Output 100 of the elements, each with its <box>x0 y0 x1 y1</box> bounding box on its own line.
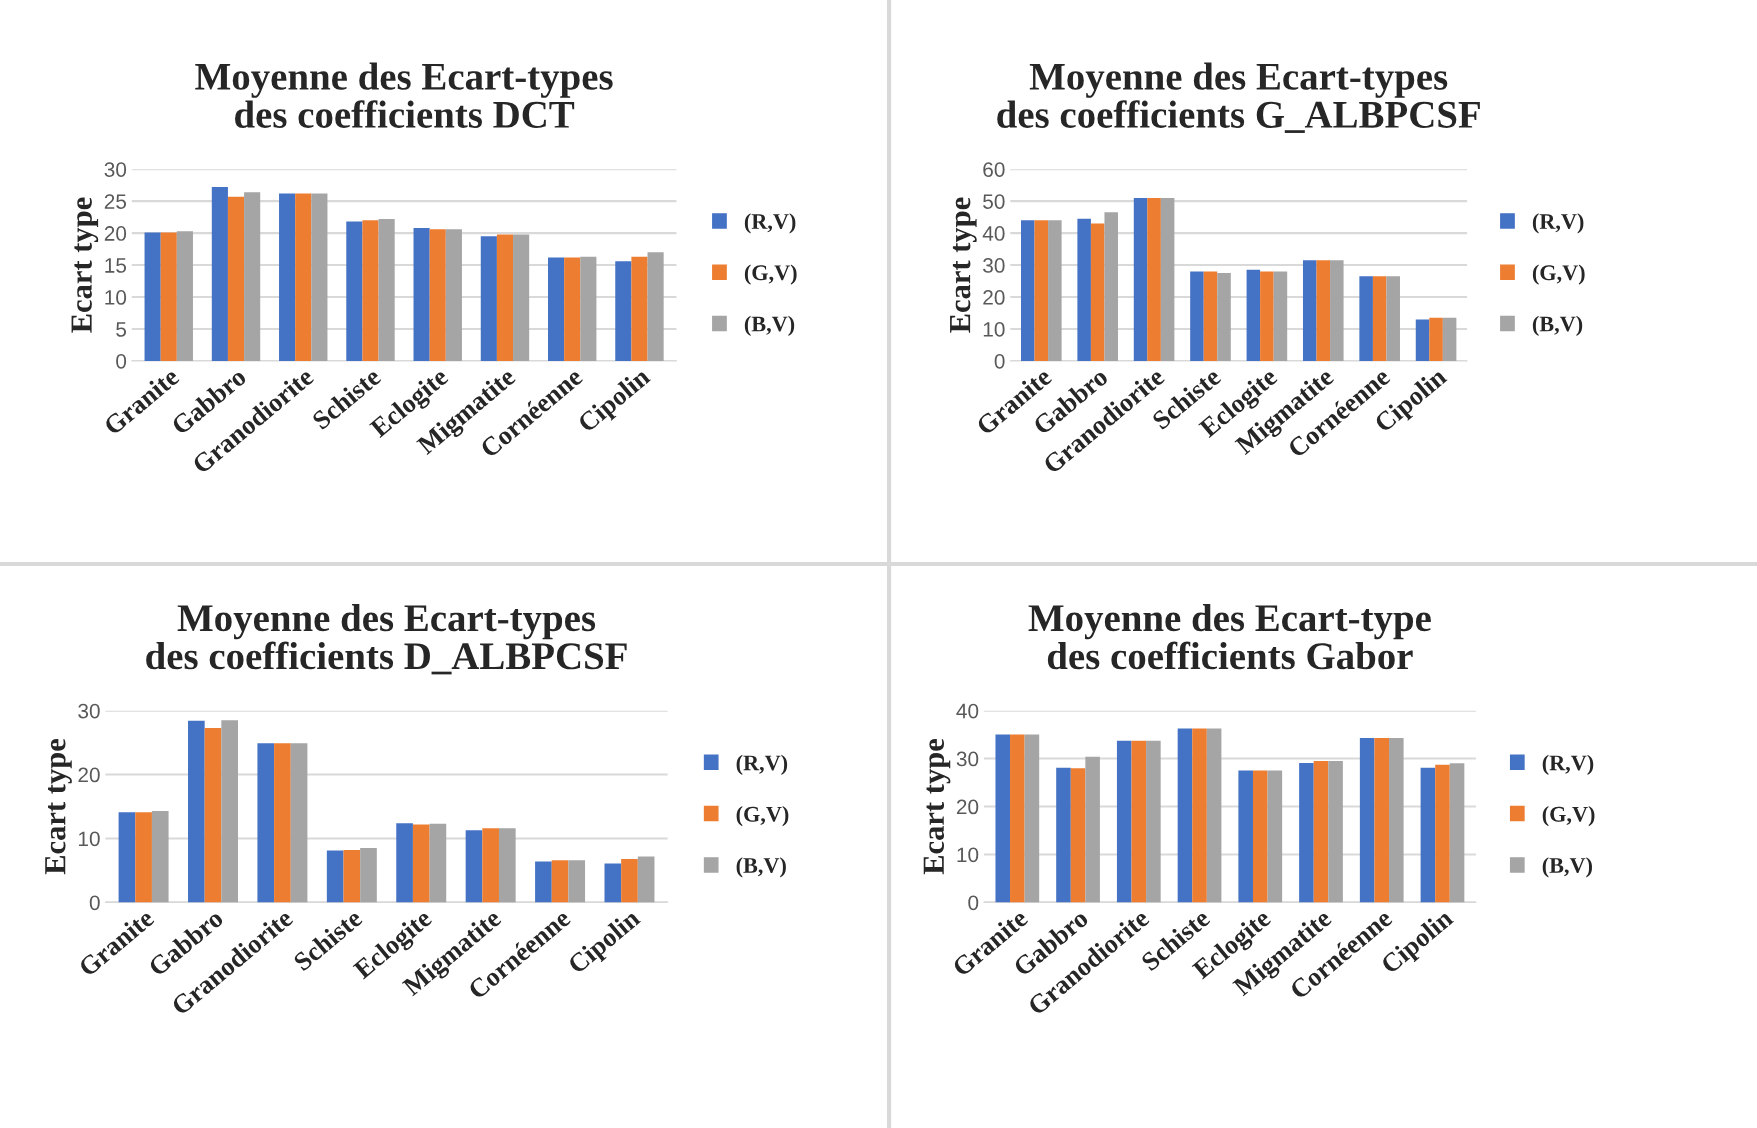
bar <box>1070 768 1086 903</box>
bar <box>496 234 514 361</box>
bar <box>1116 740 1132 903</box>
y-tick-label: 40 <box>956 703 979 719</box>
bar <box>1372 276 1387 361</box>
bar <box>1146 740 1161 903</box>
bar <box>1359 737 1375 903</box>
y-tick-label: 30 <box>78 703 100 719</box>
bar <box>445 229 462 361</box>
bar <box>413 228 430 361</box>
bar <box>360 848 377 903</box>
bar <box>151 810 169 903</box>
y-tick-label: 20 <box>104 226 127 241</box>
bar <box>274 743 291 903</box>
bar <box>1024 734 1040 903</box>
legend-label: (G,V) <box>1532 264 1585 285</box>
bar <box>1420 767 1436 903</box>
y-tick-label: 10 <box>105 290 127 305</box>
bar <box>118 812 136 903</box>
bar <box>1386 276 1400 361</box>
bar <box>326 850 344 903</box>
bar <box>1267 770 1283 903</box>
bar <box>1302 260 1317 361</box>
bar <box>1085 756 1100 903</box>
y-tick-label: 0 <box>89 895 100 911</box>
bar <box>1260 271 1274 361</box>
bar <box>1203 271 1218 361</box>
bar <box>1020 220 1035 361</box>
y-tick-label: 40 <box>982 226 1005 241</box>
y-tick-label: 20 <box>956 799 979 815</box>
bar <box>535 861 552 903</box>
y-tick-label: 30 <box>956 751 979 767</box>
y-axis-title: Ecart type <box>71 197 99 333</box>
y-tick-label: 30 <box>104 162 127 177</box>
bar <box>1177 728 1193 903</box>
bar <box>568 860 586 903</box>
bar <box>1442 317 1457 361</box>
bar <box>227 196 245 361</box>
legend-label: (B,V) <box>736 857 786 878</box>
legend-label: (G,V) <box>1542 806 1595 827</box>
bar <box>257 743 275 903</box>
bar <box>1435 764 1450 903</box>
chart-title: Moyenne des Ecart-types des coefficients G_ALBPCSF <box>997 62 1480 133</box>
bar <box>631 256 648 361</box>
y-tick-label: 20 <box>78 767 100 783</box>
bar <box>378 219 395 361</box>
y-tick-label: 0 <box>116 353 127 369</box>
y-tick-label: 0 <box>994 353 1005 369</box>
legend-label: (R,V) <box>1532 213 1584 234</box>
bar <box>244 192 261 361</box>
legend-label: (R,V) <box>744 213 796 234</box>
bar <box>346 221 363 361</box>
bar <box>221 720 238 903</box>
bar <box>1206 728 1222 903</box>
y-tick-label: 10 <box>957 847 979 863</box>
bar <box>1133 197 1148 361</box>
bar <box>1415 319 1430 361</box>
bar <box>279 193 296 361</box>
y-tick-label: 15 <box>105 258 127 273</box>
legend-label: (R,V) <box>1542 754 1594 775</box>
bar <box>1034 220 1049 361</box>
bar <box>1160 197 1175 361</box>
y-tick-label: 60 <box>983 162 1005 177</box>
bar <box>480 236 497 361</box>
bar <box>621 858 638 903</box>
bar <box>1238 770 1253 903</box>
bar <box>211 187 228 361</box>
bar <box>615 261 632 361</box>
y-tick-label: 10 <box>78 831 100 847</box>
chart-title: Moyenne des Ecart-types des coefficients DCT <box>195 62 613 128</box>
bar <box>564 257 581 361</box>
bar <box>362 220 379 361</box>
bar <box>1316 260 1331 361</box>
bar <box>1449 763 1465 903</box>
bar <box>144 232 161 361</box>
bar <box>1273 271 1288 361</box>
bar <box>1090 223 1105 361</box>
bar <box>498 828 516 903</box>
y-tick-label: 20 <box>983 290 1005 305</box>
bar <box>176 231 193 361</box>
bar <box>513 234 530 361</box>
y-tick-label: 0 <box>968 895 979 911</box>
y-tick-label: 5 <box>116 322 127 337</box>
bar <box>465 830 483 903</box>
bar <box>295 193 312 361</box>
bar <box>1217 273 1231 361</box>
y-tick-label: 50 <box>983 194 1005 209</box>
legend-label: (R,V) <box>736 754 788 775</box>
bar <box>637 856 655 903</box>
y-tick-label: 30 <box>983 258 1005 273</box>
y-axis-title: Ecart type <box>923 739 951 875</box>
y-axis-title: Ecart type <box>950 197 977 333</box>
bar <box>412 824 430 903</box>
legend-label: (B,V) <box>1542 857 1592 878</box>
bar <box>429 823 447 903</box>
bar <box>551 860 569 903</box>
legend-label: (G,V) <box>744 264 797 285</box>
bar <box>1048 220 1062 361</box>
bar <box>1192 728 1207 903</box>
bar <box>580 256 597 361</box>
